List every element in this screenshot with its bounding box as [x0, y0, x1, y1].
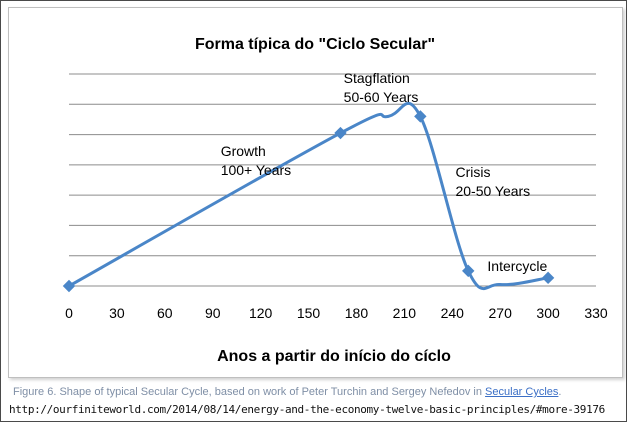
- chart-title: Forma típica do "Ciclo Secular": [195, 36, 435, 53]
- x-tick-label: 30: [109, 305, 125, 321]
- annotation-line: 20-50 Years: [455, 183, 530, 199]
- annotation-line: 50-60 Years: [344, 89, 419, 105]
- annotation-line: Crisis: [455, 164, 490, 180]
- x-tick-label: 210: [393, 305, 417, 321]
- secular-cycles-link[interactable]: Secular Cycles: [485, 386, 559, 398]
- annotation-line: Stagflation: [344, 70, 410, 86]
- data-point-marker: [541, 271, 555, 285]
- caption-text: Figure 6. Shape of typical Secular Cycle…: [13, 386, 486, 398]
- data-point-marker: [462, 264, 475, 278]
- x-tick-label: 330: [584, 305, 608, 321]
- data-point-marker: [62, 279, 76, 293]
- annotation-line: 100+ Years: [221, 162, 291, 178]
- x-tick-label: 270: [489, 305, 513, 321]
- x-axis-label: Anos a partir do início do cíclo: [217, 348, 451, 365]
- chart-annotation: Stagflation 50-60 Years: [344, 70, 419, 105]
- caption-end: .: [558, 386, 562, 398]
- x-tick-label: 60: [157, 305, 173, 321]
- data-point-marker: [334, 126, 347, 140]
- chart-container: Forma típica do "Ciclo Secular" 0 30 60 90 12…: [8, 7, 623, 378]
- annotation-line: Growth: [221, 143, 266, 159]
- x-tick-label: 90: [205, 305, 221, 321]
- series-line: [67, 101, 550, 291]
- x-tick-label: 240: [441, 305, 465, 321]
- x-tick-label: 120: [249, 305, 273, 321]
- chart-annotation: Intercycle: [487, 258, 547, 274]
- x-tick-label: 150: [297, 305, 321, 321]
- x-tick-label: 180: [345, 305, 369, 321]
- x-tick-label: 300: [536, 305, 560, 321]
- chart-annotation: Growth 100+ Years: [221, 143, 291, 178]
- annotation-line: Intercycle: [487, 258, 547, 274]
- figure-caption: Figure 6. Shape of typical Secular Cycle…: [13, 386, 561, 398]
- x-tick-label: 0: [65, 305, 73, 321]
- chart-annotation: Crisis 20-50 Years: [455, 164, 530, 199]
- data-point-marker: [414, 110, 427, 123]
- source-url[interactable]: http://ourfiniteworld.com/2014/08/14/ene…: [9, 403, 605, 416]
- line-chart: Forma típica do "Ciclo Secular" 0 30 60 90 12…: [62, 36, 608, 365]
